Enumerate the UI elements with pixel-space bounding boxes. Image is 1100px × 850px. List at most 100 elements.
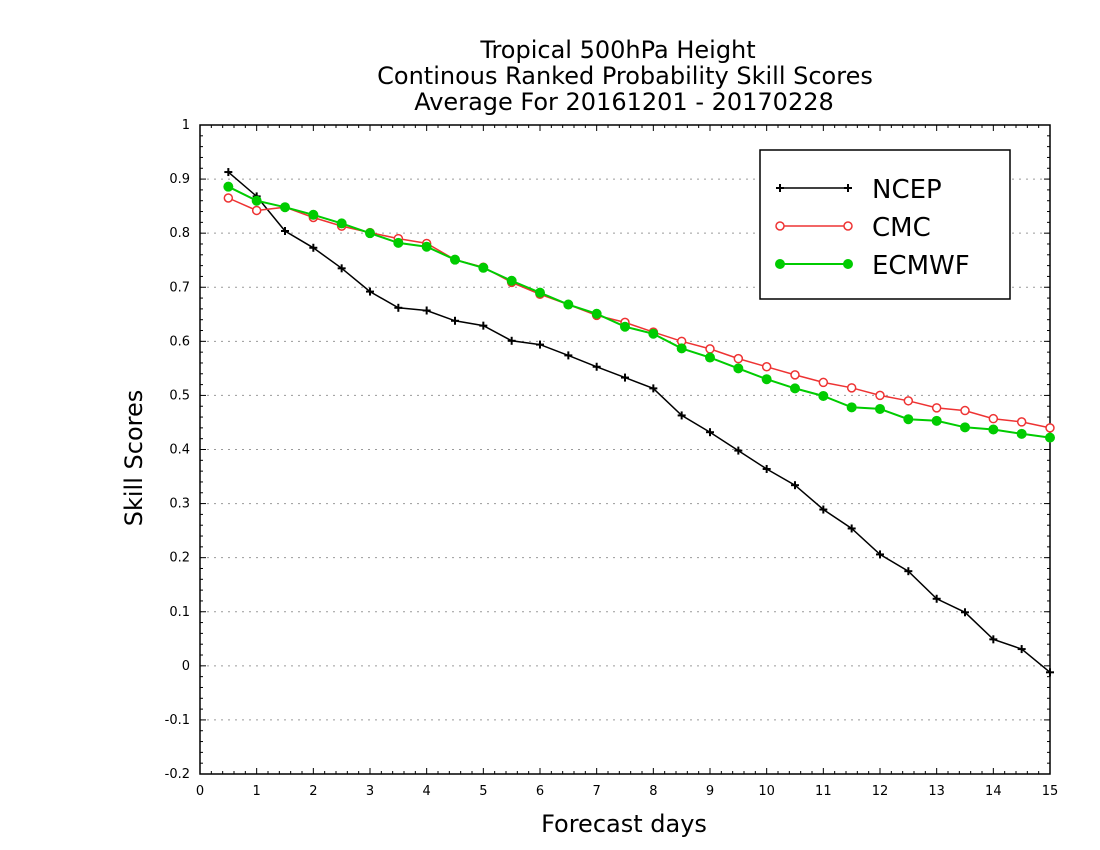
ncep-point: [479, 321, 488, 330]
ncep-point: [621, 373, 629, 382]
ecmwf-point: [761, 374, 772, 385]
ecmwf-point: [988, 424, 999, 435]
cmc-point: [1045, 423, 1055, 433]
ecmwf-point: [308, 209, 319, 220]
x-tick-label: 9: [706, 784, 714, 799]
x-tick-label: 8: [649, 784, 657, 799]
ecmwf-point: [818, 390, 829, 401]
data-series: [223, 168, 1055, 677]
ecmwf-point: [223, 181, 234, 192]
y-tick-label: 0.2: [169, 551, 190, 566]
ecmwf-point: [648, 328, 659, 339]
x-tick-label: 15: [1042, 784, 1059, 799]
legend-label-ecmwf: ECMWF: [872, 251, 970, 281]
cmc-point: [251, 205, 262, 216]
ecmwf-point: [535, 287, 545, 298]
legend-marker-ecmwf: [843, 259, 853, 269]
y-tick-label: 0: [182, 659, 190, 674]
ncep-point: [762, 464, 771, 473]
title-line-2: Continous Ranked Probability Skill Score…: [377, 62, 873, 90]
ecmwf-point: [931, 415, 942, 426]
ncep-point: [904, 567, 913, 576]
ecmwf-point: [591, 308, 602, 319]
legend-marker-cmc: [775, 221, 785, 231]
ecmwf-point: [676, 343, 687, 354]
ecmwf-point: [478, 262, 489, 273]
legend-box: [759, 149, 1011, 300]
legend-item-ecmwf: ECMWF: [775, 251, 970, 281]
ncep-point: [791, 481, 799, 490]
legend-label-cmc: CMC: [872, 213, 931, 243]
cmc-point: [818, 377, 829, 388]
ecmwf-point: [846, 402, 857, 413]
ecmwf-point: [705, 352, 715, 363]
ecmwf-point: [903, 414, 914, 425]
cmc-point: [223, 193, 234, 203]
y-tick-label: 0.9: [169, 172, 190, 187]
x-tick-label: 11: [815, 784, 832, 799]
x-tick-label: 7: [593, 784, 601, 799]
ncep-point: [422, 306, 431, 315]
grid-lines: [200, 178, 1050, 721]
y-tick-label: 0.7: [169, 280, 190, 295]
x-tick-label: 13: [928, 784, 945, 799]
ncep-point: [337, 264, 346, 273]
legend-marker-ncep: [844, 184, 852, 192]
ncep-point: [819, 505, 828, 514]
y-tick-label: 0.6: [169, 334, 190, 349]
y-tick-label: -0.1: [165, 713, 190, 728]
ncep-point: [451, 316, 459, 325]
series-ecmwf: [223, 181, 1055, 443]
ecmwf-point: [365, 228, 375, 239]
cmc-point: [875, 390, 885, 401]
ecmwf-point: [393, 237, 404, 248]
ecmwf-point: [506, 275, 517, 286]
ncep-line: [227, 171, 1051, 673]
ncep-point: [847, 524, 856, 533]
axis-ticks: [199, 124, 1051, 775]
ncep-point: [394, 303, 403, 312]
ncep-point: [649, 384, 658, 393]
x-tick-label: 0: [196, 784, 204, 799]
legend-item-cmc: CMC: [775, 213, 931, 243]
x-tick-labels: 0 1 2 3 4 5 6 7 8 9 10 11 12 13 14 15: [196, 784, 1058, 799]
y-tick-label: 0.3: [169, 497, 190, 512]
x-tick-label: 14: [985, 784, 1002, 799]
title-line-3: Average For 20161201 - 20170228: [414, 88, 834, 116]
ecmwf-point: [336, 218, 347, 229]
x-axis-title: Forecast days: [541, 810, 707, 838]
cmc-point: [761, 362, 772, 372]
x-tick-label: 6: [536, 784, 544, 799]
legend-label-ncep: NCEP: [872, 175, 942, 205]
cmc-point: [988, 413, 999, 424]
legend-marker-ecmwf: [775, 259, 785, 269]
ncep-point: [734, 446, 743, 455]
ncep-point: [592, 362, 601, 371]
y-tick-label: 1: [182, 118, 190, 133]
cmc-point: [790, 370, 800, 380]
ecmwf-point: [1016, 428, 1027, 439]
cmc-point: [960, 405, 970, 416]
ecmwf-point: [875, 403, 885, 414]
legend-marker-ncep: [776, 184, 784, 192]
ecmwf-point: [1045, 432, 1055, 443]
x-tick-label: 1: [253, 784, 261, 799]
title-line-1: Tropical 500hPa Height: [479, 36, 755, 64]
ncep-point: [536, 340, 544, 349]
ecmwf-point: [421, 241, 432, 252]
ncep-point: [677, 411, 686, 420]
x-tick-label: 2: [309, 784, 317, 799]
ecmwf-point: [620, 321, 630, 332]
cmc-point: [1016, 417, 1027, 427]
ncep-point: [1046, 668, 1054, 677]
legend: NCEP CMC ECMWF: [759, 149, 1011, 300]
ecmwf-point: [563, 299, 574, 310]
y-axis-title: Skill Scores: [120, 390, 148, 527]
cmc-point: [931, 403, 942, 413]
ncep-point: [989, 635, 998, 644]
y-tick-label: 0.8: [169, 226, 190, 241]
ecmwf-point: [790, 383, 800, 394]
ncep-point: [961, 608, 969, 617]
y-tick-label: 0.4: [169, 443, 190, 458]
